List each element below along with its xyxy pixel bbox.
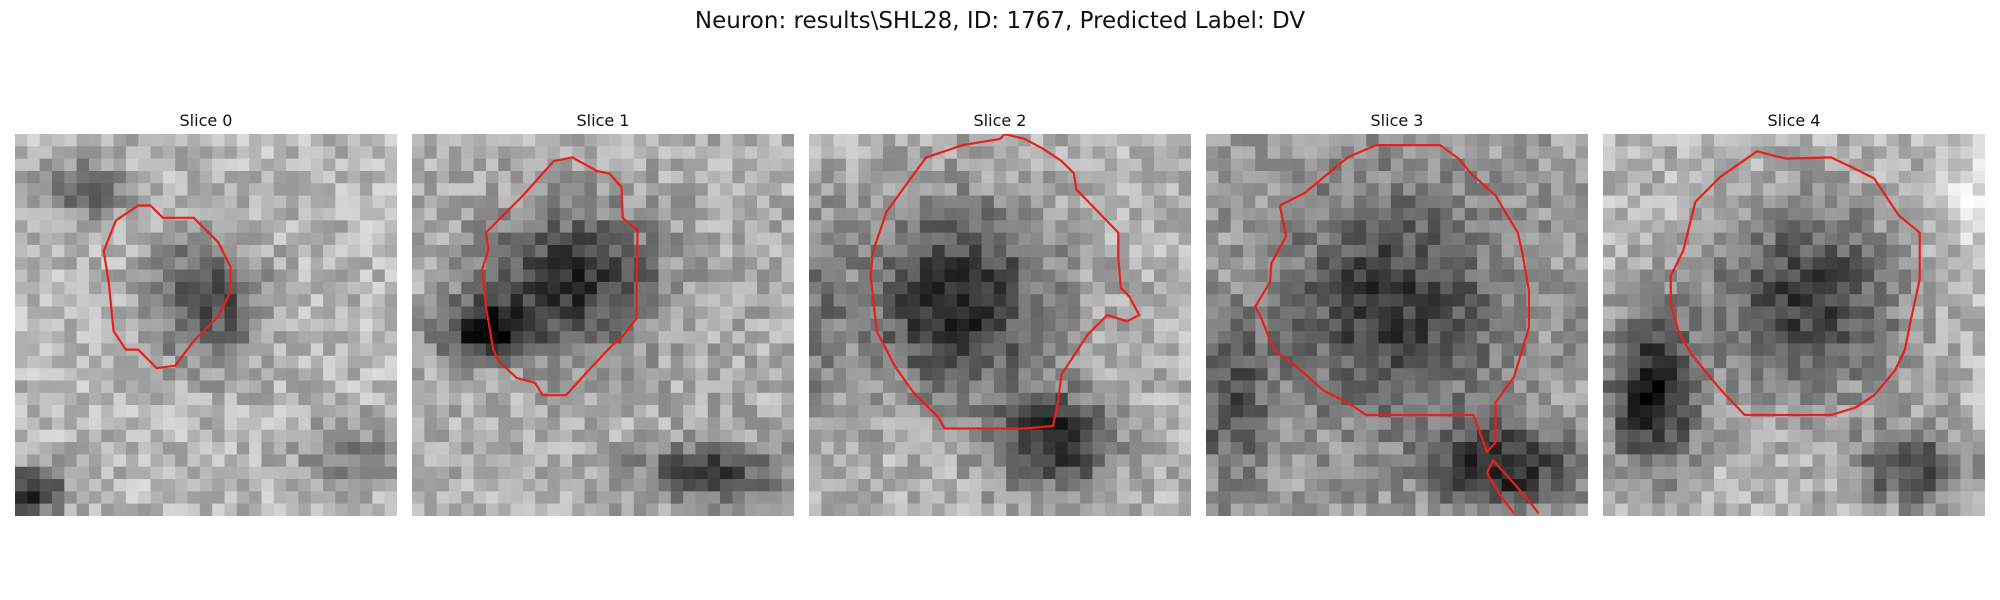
cell-contour-fragment [1486, 472, 1515, 515]
slice-panel-4: Slice 4 [1603, 108, 1985, 516]
slice-image-2 [809, 134, 1191, 516]
slice-title-3: Slice 3 [1370, 111, 1424, 130]
slice-image-3 [1206, 134, 1588, 516]
slice-image-1 [412, 134, 794, 516]
slice-title-4: Slice 4 [1767, 111, 1821, 130]
figure-title: Neuron: results\SHL28, ID: 1767, Predict… [694, 8, 1306, 34]
pixel-grid-4 [1603, 134, 1985, 516]
cell-contour-fragment [1486, 458, 1540, 515]
slice-panel-0: Slice 0 [15, 108, 397, 516]
slice-title-1: Slice 1 [576, 111, 630, 130]
slice-panel-2: Slice 2 [809, 108, 1191, 516]
slice-image-0 [15, 134, 397, 516]
cell-contour-0 [102, 204, 232, 370]
cell-contour-1 [481, 156, 639, 397]
pixel-grid-3 [1206, 134, 1588, 516]
slice-image-4 [1603, 134, 1985, 516]
slice-title-0: Slice 0 [179, 111, 233, 130]
cell-contour-2 [869, 134, 1141, 430]
slice-panel-1: Slice 1 [412, 108, 794, 516]
cell-contour-3 [1254, 144, 1530, 453]
pixel-grid-1 [412, 134, 794, 516]
pixel-grid-0 [15, 134, 397, 516]
slice-title-2: Slice 2 [973, 111, 1027, 130]
slice-panel-3: Slice 3 [1206, 108, 1588, 516]
cell-contour-4 [1669, 150, 1921, 417]
pixel-grid-2 [809, 134, 1191, 516]
